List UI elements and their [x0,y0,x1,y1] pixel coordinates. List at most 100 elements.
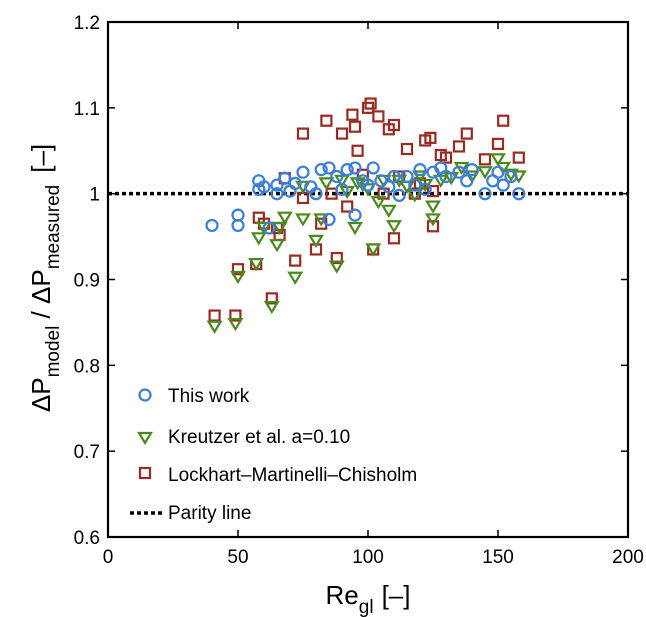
legend-label-this-work: This work [168,386,250,407]
x-axis-title-main: Re [326,580,359,610]
point-this-work [512,187,526,201]
x-tick-label: 150 [482,547,514,568]
point-kreutzer [206,320,223,334]
point-lmc [400,142,414,156]
x-axis-title-sub: gl [359,597,374,617]
point-lmc [348,120,362,133]
point-kreutzer [477,166,493,180]
y-tick-label: 1.2 [74,13,100,34]
point-kreutzer [425,213,441,227]
point-this-work [452,165,466,179]
ticks-layer: 0 50 100 150 200 0.6 0.7 0.8 0.9 1 1.1 1.2 [74,13,644,568]
point-this-work [348,161,362,175]
y-tick-label: 1.1 [74,99,100,120]
point-this-work [348,208,362,222]
legend-marker-this-work [138,388,152,402]
point-this-work [392,188,406,202]
point-lmc [439,151,453,164]
point-lmc [296,127,310,140]
point-lmc [325,187,338,200]
x-axis-title-unit: [–] [382,580,411,610]
point-kreutzer [386,220,402,234]
point-this-work [465,163,479,177]
point-lmc [491,137,505,150]
point-kreutzer [271,221,288,236]
point-kreutzer [365,243,382,257]
point-this-work [413,163,427,177]
points-layer [205,97,527,334]
point-lmc [512,151,525,164]
point-this-work [387,169,401,184]
point-this-work [340,163,354,177]
y-axis-title-part1: ΔP [26,377,56,412]
legend-label-kreutzer: Kreutzer et al. a=0.10 [168,427,350,448]
point-lmc [372,110,385,123]
point-this-work [270,178,284,192]
point-this-work [496,178,510,192]
point-lmc [497,114,510,127]
point-kreutzer [412,170,428,184]
point-this-work [322,212,336,227]
point-this-work [322,161,336,175]
legend-marker-lmc [138,466,152,480]
point-lmc [387,118,401,132]
point-lmc [364,97,377,110]
point-kreutzer [230,270,246,285]
point-lmc [478,153,492,166]
point-lmc [346,108,359,121]
point-lmc [289,254,302,267]
point-this-work [231,208,245,222]
x-tick-label: 100 [352,547,384,568]
x-tick-label: 200 [612,547,644,568]
point-lmc [330,251,343,265]
point-kreutzer [370,196,387,210]
point-this-work [366,161,380,175]
legend-label-lmc: Lockhart–Martinelli–Chisholm [168,465,417,486]
point-lmc [426,220,440,233]
point-this-work [278,171,292,185]
point-kreutzer [269,239,285,253]
point-kreutzer [318,177,335,191]
y-axis-title-part2: / ΔP [26,269,56,325]
point-kreutzer [256,221,272,236]
point-this-work [478,187,492,201]
point-kreutzer [248,257,265,272]
point-kreutzer [347,221,363,236]
point-this-work [361,178,375,192]
point-lmc [351,144,364,157]
point-kreutzer [227,318,244,332]
point-lmc [265,292,278,305]
point-this-work [257,180,271,194]
y-tick-label: 0.7 [74,442,100,463]
y-tick-label: 0.8 [74,356,100,377]
point-this-work [314,163,328,177]
point-kreutzer [380,204,397,218]
point-kreutzer [250,232,267,246]
point-lmc [231,263,245,276]
point-this-work [418,182,432,196]
x-tick-label: 0 [103,547,114,568]
point-this-work [296,165,310,179]
point-kreutzer [425,200,441,214]
point-kreutzer [295,213,311,227]
y-axis-title: ΔPmodel / ΔPmeasured [–] [26,144,64,412]
x-axis-title: Regl [–] [326,580,411,617]
point-lmc [424,131,437,144]
point-lmc [229,309,242,322]
point-kreutzer [453,161,470,176]
point-this-work [460,174,474,188]
legend: This work Kreutzer et al. a=0.10 Lockhar… [130,386,417,524]
legend-marker-kreutzer [137,431,153,446]
x-tick-label: 50 [227,547,248,568]
point-kreutzer [263,300,280,315]
point-kreutzer [287,271,304,285]
point-this-work [439,169,453,184]
point-lmc [426,184,440,198]
y-axis-title-unit: [–] [26,144,56,173]
legend-label-parity: Parity line [168,503,251,524]
y-axis-title-sub2: measured [43,185,64,270]
point-kreutzer [490,153,506,167]
point-this-work [330,169,344,184]
